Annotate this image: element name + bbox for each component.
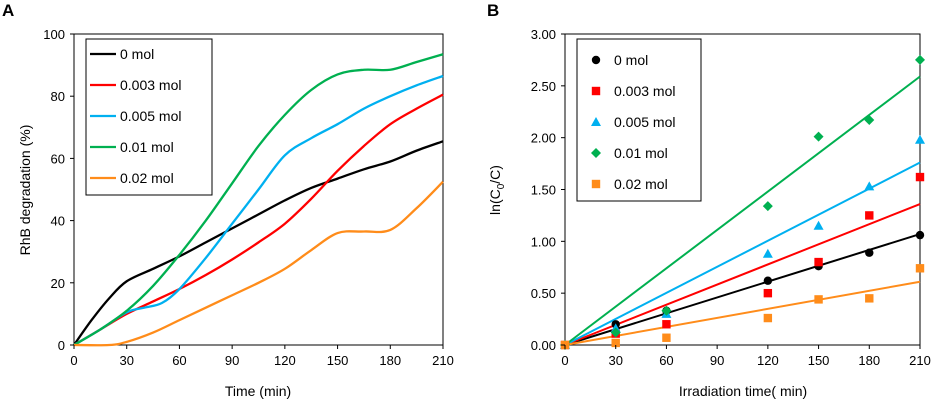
panel-b-point-0-01-mol — [864, 115, 875, 126]
panel-a-series-line-0-01-mol — [73, 53, 444, 346]
panel-b-point-0-mol — [763, 276, 773, 285]
panel-a-series-line-0-005-mol — [73, 74, 444, 346]
panel-b-ylabel: ln(C0/C) — [487, 165, 507, 215]
panel-b-point-0-01-mol — [915, 54, 925, 65]
panel-b-point-0-02-mol — [763, 313, 773, 323]
panel-b-legend-label-0-02-mol: 0.02 mol — [614, 176, 668, 192]
panel-a: A 0 30 60 90 120 150 180 210 0 20 40 60 80 100 Time … — [2, 1, 454, 399]
panel-a-series-group — [73, 53, 444, 347]
panel-b-point-0-01-mol — [610, 327, 621, 338]
panel-b-point-0-01-mol — [762, 201, 773, 212]
panel-b-point-0-003-mol — [915, 172, 925, 182]
panel-b-point-0-005-mol — [813, 220, 824, 230]
panel-a-xtick-label: 60 — [172, 353, 186, 368]
panel-b-point-0-02-mol — [611, 338, 620, 348]
panel-a-legend-label-0-005-mol: 0.005 mol — [120, 108, 181, 124]
panel-b-ytick-label: 2.50 — [531, 79, 556, 94]
panel-b-point-0-003-mol — [662, 320, 671, 329]
panel-b-fit-line-0-02-mol — [564, 280, 921, 346]
panel-b-legend-label-0-01-mol: 0.01 mol — [614, 145, 668, 161]
panel-b-legend-label-0-003-mol: 0.003 mol — [614, 83, 675, 99]
panel-b-point-0-02-mol — [662, 333, 671, 342]
panel-b-ytick-label: 2.00 — [531, 131, 556, 146]
panel-a-xtick-label: 90 — [225, 353, 239, 368]
panel-b-legend-marker-0-01-mol — [591, 148, 601, 158]
panel-b-legend-marker-0-005-mol — [591, 117, 601, 126]
panel-a-letter: A — [2, 1, 14, 20]
panel-b-xtick-label: 210 — [909, 353, 931, 368]
panel-a-xtick-label: 150 — [327, 353, 349, 368]
panel-b-point-0-02-mol — [865, 294, 874, 303]
panel-a-xtick-label: 120 — [274, 353, 296, 368]
panel-a-ytick-label: 60 — [51, 151, 65, 166]
panel-b-legend-marker-0-mol — [591, 55, 601, 65]
panel-a-legend-label-0-003-mol: 0.003 mol — [120, 77, 181, 93]
panel-a-xtick-label: 0 — [70, 353, 77, 368]
panel-b-point-0-003-mol — [814, 257, 823, 267]
panel-b-ylabel-subscript: 0 — [496, 183, 507, 189]
panel-b-xtick-label: 90 — [710, 353, 724, 368]
panel-b-xtick-label: 0 — [561, 353, 568, 368]
panel-b-point-0-mol — [865, 248, 874, 257]
panel-a-legend: 0 mol 0.003 mol 0.005 mol 0.01 mol 0.02 mol — [85, 38, 213, 196]
panel-a-xlabel: Time (min) — [225, 383, 291, 399]
panel-b-ytick-label: 0.50 — [531, 286, 556, 301]
panel-a-ytick-label: 20 — [51, 276, 65, 291]
panel-b-point-0-01-mol — [813, 131, 824, 142]
panel-b-point-0-005-mol — [762, 248, 773, 258]
panel-b-legend-label-0-mol: 0 mol — [614, 52, 648, 68]
panel-a-legend-label-0-01-mol: 0.01 mol — [120, 139, 174, 155]
panel-b-point-group — [560, 54, 925, 350]
panel-b-xtick-label: 150 — [808, 353, 830, 368]
panel-b-ytick-label: 1.50 — [531, 183, 556, 198]
panel-a-plot-frame — [73, 33, 444, 346]
panel-a-xtick-label: 180 — [379, 353, 401, 368]
panel-b-fit-line-0-003-mol — [564, 203, 921, 346]
panel-a-ylabel: RhB degradation (%) — [17, 125, 33, 256]
panel-b-point-0-01-mol — [661, 305, 672, 316]
panel-b-fit-line-0-005-mol — [564, 161, 921, 346]
panel-a-xtick-label: 210 — [432, 353, 454, 368]
panel-b: B 0 30 60 90 120 150 180 210 0.00 0.50 1.00 1.50 2.… — [487, 1, 931, 399]
panel-b-fit-group — [564, 75, 921, 346]
panel-b-ytick-label: 3.00 — [531, 27, 556, 42]
panel-a-series-line-0-mol — [73, 140, 444, 346]
panel-b-point-0-02-mol — [814, 295, 823, 304]
panel-b-ytick-label: 1.00 — [531, 234, 556, 249]
panel-b-ytick-label: 0.00 — [531, 338, 556, 353]
panel-a-ytick-label: 40 — [51, 214, 65, 229]
panel-b-legend-label-0-005-mol: 0.005 mol — [614, 114, 675, 130]
panel-b-xtick-label: 180 — [858, 353, 880, 368]
panel-a-ytick-label: 100 — [43, 27, 65, 42]
panel-b-xtick-label: 30 — [608, 353, 622, 368]
panel-a-ytick-label: 80 — [51, 89, 65, 104]
panel-b-point-0-005-mol — [915, 134, 925, 144]
panel-b-xlabel: Irradiation time( min) — [679, 383, 807, 399]
panel-b-xtick-label: 60 — [659, 353, 673, 368]
panel-b-fit-line-0-mol — [564, 233, 921, 346]
panel-b-legend-box — [576, 38, 702, 202]
panel-b-point-0-005-mol — [864, 181, 875, 191]
panel-b-point-0-02-mol — [915, 264, 925, 273]
panel-b-xtick-label: 120 — [757, 353, 779, 368]
panel-a-ytick-label: 0 — [58, 338, 65, 353]
panel-b-point-0-mol — [915, 230, 925, 240]
panel-a-series-line-0-02-mol — [73, 180, 444, 347]
panel-b-legend-marker-0-02-mol — [591, 179, 601, 189]
panel-a-xtick-label: 30 — [119, 353, 133, 368]
panel-b-ylabel-tail: /C) — [487, 165, 503, 184]
panel-a-legend-label-0-02-mol: 0.02 mol — [120, 170, 174, 186]
panel-b-fit-line-0-01-mol — [564, 75, 921, 346]
panel-b-letter: B — [487, 1, 499, 20]
panel-b-point-0-003-mol — [763, 288, 773, 298]
panel-a-legend-label-0-mol: 0 mol — [120, 46, 154, 62]
panel-b-ylabel-base: ln(C — [487, 189, 503, 215]
panel-b-legend: 0 mol 0.003 mol 0.005 mol 0.01 mol 0.02 mol — [576, 38, 702, 202]
panel-b-legend-marker-0-003-mol — [591, 86, 601, 96]
panel-b-point-0-003-mol — [865, 211, 874, 220]
